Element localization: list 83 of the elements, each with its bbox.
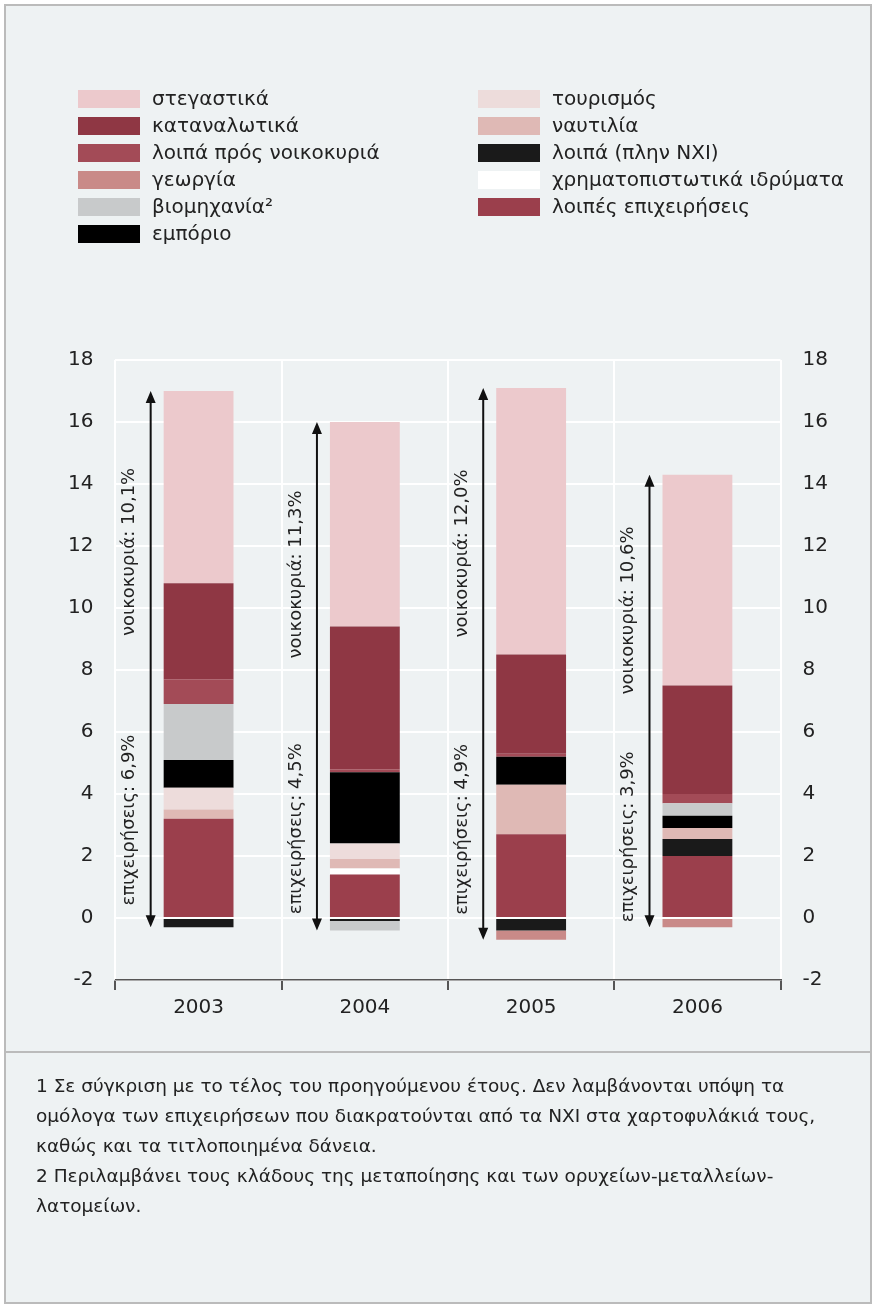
annotation: επιχειρήσεις: 4,9% <box>449 743 471 915</box>
bar <box>329 769 400 773</box>
legend-label: γεωργία <box>152 167 236 192</box>
bar <box>163 809 234 819</box>
bar <box>163 818 234 917</box>
legend-label: καταναλωτικά <box>152 113 299 138</box>
bar <box>163 787 234 810</box>
bar <box>163 919 234 928</box>
bar <box>329 626 400 770</box>
y-tick-label: 4 <box>80 780 94 805</box>
x-tick-label: 2005 <box>505 994 557 1019</box>
y-tick-label: 8 <box>80 656 94 681</box>
x-tick-label: 2006 <box>671 994 723 1019</box>
bar <box>329 919 400 922</box>
bar <box>163 679 234 705</box>
legend-label: βιομηχανία² <box>152 194 274 219</box>
legend-label: χρηματοπιστωτικά ιδρύματα <box>552 167 844 192</box>
y-tick-label: 2 <box>80 842 94 867</box>
annotation: νοικοκυριά: 11,3% <box>283 490 305 659</box>
y-tick-label: 10 <box>68 594 94 619</box>
text: 2 Περιλαμβάνει τους κλάδους της μεταποίησης και των ορυχείων-μεταλλείων-λατομείων. <box>36 1164 775 1218</box>
y2-tick-label: 4 <box>802 780 816 805</box>
annotation: νοικοκυριά: 10,1% <box>117 467 139 636</box>
legend-label: ναυτιλία <box>552 113 639 138</box>
y2-tick-label: 10 <box>802 594 828 619</box>
bar <box>329 921 400 931</box>
bar <box>662 474 733 686</box>
y2-tick-label: 8 <box>802 656 816 681</box>
bar <box>662 685 733 794</box>
legend-label: τουρισμός <box>552 86 657 111</box>
x-tick-label: 2003 <box>173 994 225 1019</box>
y-tick-label: 6 <box>80 718 94 743</box>
bar <box>662 838 733 856</box>
legend-label: στεγαστικά <box>152 86 270 111</box>
legend-label: λοιπά πρός νοικοκυριά <box>152 140 380 165</box>
bar <box>163 391 234 584</box>
y-tick-label: 16 <box>68 408 94 433</box>
annotation: νοικοκυριά: 10,6% <box>616 526 638 695</box>
bar <box>329 422 400 627</box>
bar <box>163 583 234 680</box>
y2-tick-label: -2 <box>802 966 823 991</box>
legend-label: λοιπές επιχειρήσεις <box>552 194 750 219</box>
bar <box>329 772 400 844</box>
bar <box>662 856 733 917</box>
bar <box>496 387 567 655</box>
bar <box>163 704 234 760</box>
annotation: επιχειρήσεις: 3,9% <box>616 751 638 923</box>
bar <box>662 815 733 829</box>
bar <box>329 868 400 875</box>
bar <box>329 874 400 917</box>
y2-tick-label: 2 <box>802 842 816 867</box>
bar <box>662 803 733 816</box>
y2-tick-label: 12 <box>802 532 828 557</box>
annotation: επιχειρήσεις: 6,9% <box>117 734 139 906</box>
y-tick-label: 14 <box>68 470 94 495</box>
y2-tick-label: 14 <box>802 470 828 495</box>
annotation: επιχειρήσεις: 4,5% <box>283 743 305 915</box>
bar <box>329 859 400 869</box>
y2-tick-label: 0 <box>802 904 816 929</box>
bar <box>496 756 567 785</box>
y-tick-label: 18 <box>68 346 94 371</box>
bar <box>496 930 567 940</box>
y2-tick-label: 16 <box>802 408 828 433</box>
bar <box>662 919 733 928</box>
y-tick-label: 0 <box>80 904 94 929</box>
y2-tick-label: 18 <box>802 346 828 371</box>
y-tick-label: -2 <box>73 966 94 991</box>
bar <box>662 828 733 839</box>
bar <box>496 834 567 917</box>
bar <box>496 654 567 754</box>
bar <box>329 843 400 860</box>
annotation: νοικοκυριά: 12,0% <box>449 469 471 638</box>
text: 1 Σε σύγκριση με το τέλος του προηγούμενου έτους. Δεν λαμβάνονται υπόψη τα ομόλογα των επιχειρήσεων που διακρατούνται από τα ΝΧΙ στα χαρτοφυλάκιά τους, καθώς και τα τιτλοποιημένα δάνεια. <box>36 1074 817 1158</box>
legend-label: εμπόριο <box>152 221 232 246</box>
legend-label: λοιπά (πλην ΝΧΙ) <box>552 140 719 165</box>
y-tick-label: 12 <box>68 532 94 557</box>
y2-tick-label: 6 <box>802 718 816 743</box>
bar <box>662 794 733 804</box>
bar <box>163 759 234 788</box>
x-tick-label: 2004 <box>339 994 391 1019</box>
bar <box>496 753 567 757</box>
bar <box>496 919 567 931</box>
bar <box>496 784 567 835</box>
